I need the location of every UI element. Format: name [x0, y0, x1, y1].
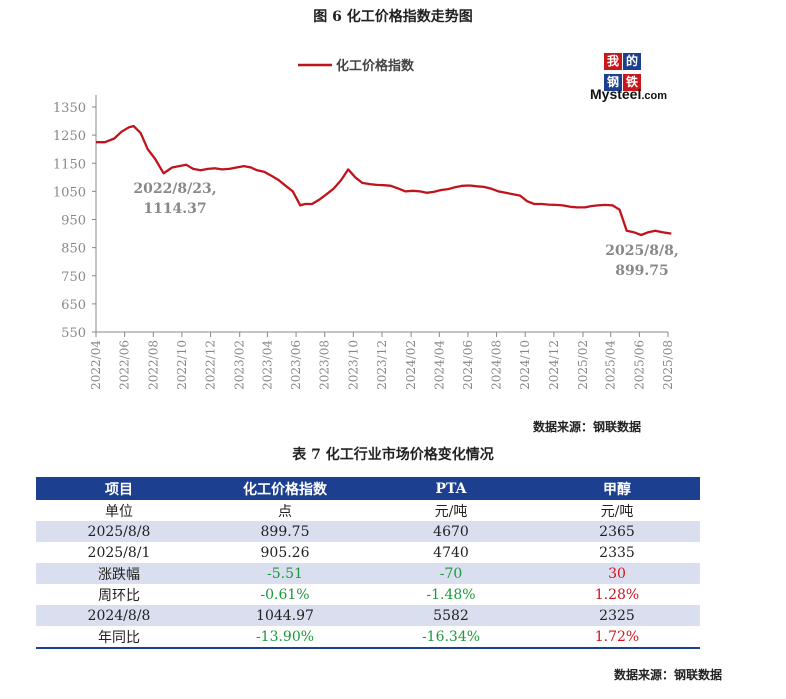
- x-tick-label: 2025/02: [576, 340, 590, 390]
- annotation-label: 1114.37: [143, 201, 206, 217]
- table-cell: 4670: [368, 521, 534, 542]
- table-cell: 1.72%: [534, 626, 700, 649]
- x-tick-label: 2023/10: [346, 340, 360, 390]
- table-cell: -1.48%: [426, 586, 476, 603]
- table-cell: 2025/8/1: [87, 544, 151, 561]
- x-tick-label: 2025/04: [604, 340, 618, 390]
- table-cell: 899.75: [202, 521, 368, 542]
- table-header-row: 项目 化工价格指数 PTA 甲醇: [36, 477, 700, 500]
- y-tick-label: 1250: [53, 129, 86, 144]
- x-tick-label: 2022/04: [89, 340, 103, 390]
- table-row: 2025/8/8 899.75 4670 2365: [36, 521, 700, 542]
- header-pta: PTA: [368, 477, 534, 500]
- logo-char: 我: [604, 53, 622, 70]
- legend-label: 化工价格指数: [336, 58, 415, 74]
- header-item: 项目: [36, 477, 202, 500]
- logo-char: 铁: [623, 74, 641, 91]
- x-tick-label: 2025/06: [632, 340, 646, 390]
- table-cell: 2365: [534, 521, 700, 542]
- x-tick-label: 2025/08: [661, 340, 675, 390]
- logo-blocks: 我的钢铁: [604, 50, 644, 92]
- series-line: [96, 124, 672, 237]
- table-cell: 2335: [599, 544, 635, 561]
- y-tick-label: 850: [61, 242, 86, 257]
- x-tick-label: 2023/02: [233, 340, 247, 390]
- x-tick-label: 2022/12: [204, 340, 218, 390]
- x-tick-label: 2024/08: [490, 340, 504, 390]
- table-cell: 单位: [105, 503, 133, 520]
- x-tick-label: 2022/10: [175, 340, 189, 390]
- table-cell: 30: [534, 563, 700, 584]
- y-tick-label: 950: [61, 214, 86, 229]
- table-cell: 周环比: [98, 587, 140, 604]
- table-cell: 元/吨: [434, 503, 468, 520]
- table-cell: 元/吨: [600, 503, 634, 520]
- table-row: 涨跌幅 -5.51 -70 30: [36, 563, 700, 584]
- header-methanol: 甲醇: [534, 477, 700, 500]
- y-tick-label: 1350: [53, 101, 86, 116]
- table-row: 2024/8/8 1044.97 5582 2325: [36, 605, 700, 626]
- table-cell: 2025/8/8: [36, 521, 202, 542]
- table-cell: -16.34%: [368, 626, 534, 649]
- x-tick-label: 2023/08: [318, 340, 332, 390]
- y-tick-label: 1050: [53, 185, 86, 200]
- table-cell: 2325: [534, 605, 700, 626]
- y-tick-label: 750: [61, 270, 86, 285]
- x-tick-label: 2023/04: [260, 340, 274, 390]
- table-cell: 年同比: [36, 626, 202, 649]
- table-row: 年同比 -13.90% -16.34% 1.72%: [36, 626, 700, 649]
- table-cell: -0.61%: [260, 586, 310, 603]
- table-row: 2025/8/1 905.26 4740 2335: [36, 542, 700, 563]
- table-cell: 点: [278, 503, 292, 520]
- x-tick-label: 2023/12: [375, 340, 389, 390]
- table-cell: 5582: [368, 605, 534, 626]
- y-tick-label: 1150: [53, 157, 86, 172]
- price-table: 项目 化工价格指数 PTA 甲醇 单位点元/吨 元/吨 2025/8/8 899.75…: [36, 477, 700, 649]
- logo-word: Mysteel.com: [590, 86, 667, 102]
- table-cell: 905.26: [260, 544, 310, 561]
- figure-title: 图 6 化工价格指数走势图: [313, 9, 473, 25]
- table-cell: 1.28%: [594, 586, 640, 603]
- logo-word-main: Mysteel: [590, 86, 642, 102]
- table-cell: -70: [368, 563, 534, 584]
- table-cell: -5.51: [202, 563, 368, 584]
- x-tick-label: 2022/06: [118, 340, 132, 390]
- table-cell: -13.90%: [202, 626, 368, 649]
- line-chart: 化工价格指数 550 650 750 850 950 1050 1150 1250 1350 202…: [53, 58, 679, 390]
- logo-word-suffix: .com: [641, 90, 668, 102]
- x-tick-label: 2024/04: [432, 340, 446, 390]
- x-tick-label: 2024/02: [404, 340, 418, 390]
- y-tick-label: 650: [61, 298, 86, 313]
- table-cell: 1044.97: [202, 605, 368, 626]
- header-index: 化工价格指数: [202, 477, 368, 500]
- table-row: 单位 点 元/吨 元/吨: [36, 500, 700, 521]
- annotation-label: 2025/8/8,: [605, 243, 679, 259]
- annotation-label: 899.75: [615, 263, 669, 279]
- table-cell: 4740: [433, 544, 469, 561]
- logo-char: 的: [623, 53, 641, 70]
- x-tick-label: 2023/06: [289, 340, 303, 390]
- x-tick-label: 2022/08: [146, 340, 160, 390]
- table-row: 周环比 -0.61% -1.48% 1.28%: [36, 584, 700, 605]
- chart-source: 数据来源：钢联数据: [533, 420, 642, 434]
- mysteel-logo: 我的钢铁 Mysteel.com: [590, 50, 680, 106]
- x-tick-label: 2024/06: [461, 340, 475, 390]
- table-cell: 2024/8/8: [36, 605, 202, 626]
- x-tick-label: 2024/10: [518, 340, 532, 390]
- annotation-label: 2022/8/23,: [133, 181, 216, 197]
- table-source: 数据来源：钢联数据: [614, 668, 723, 682]
- x-tick-label: 2024/12: [547, 340, 561, 390]
- y-tick-label: 550: [61, 326, 86, 341]
- logo-char: 钢: [604, 74, 622, 91]
- table-cell: 涨跌幅: [36, 563, 202, 584]
- table-title: 表 7 化工行业市场价格变化情况: [292, 447, 494, 463]
